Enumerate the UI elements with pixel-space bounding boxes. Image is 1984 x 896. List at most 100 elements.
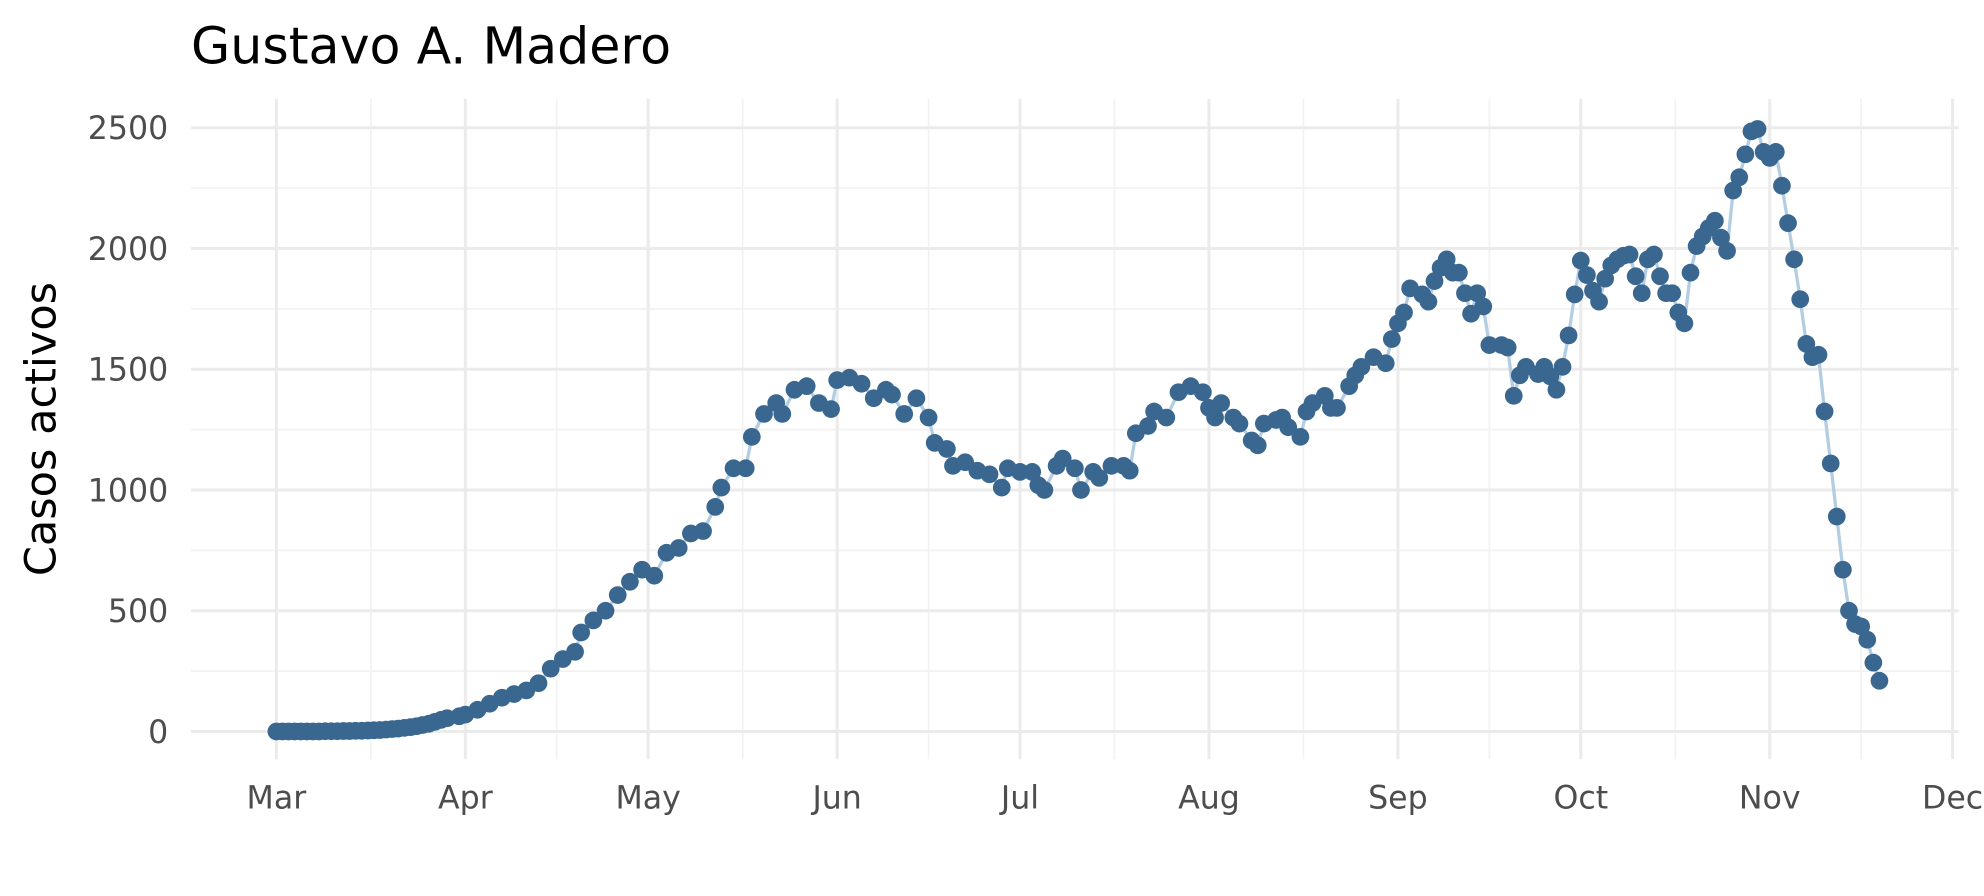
chart-title: Gustavo A. Madero [191, 16, 671, 75]
data-point [1212, 394, 1231, 412]
x-tick-label: Jul [999, 781, 1039, 817]
data-point [1474, 297, 1493, 316]
data-point [1120, 461, 1139, 480]
data-point [736, 459, 755, 478]
data-point [1023, 463, 1042, 481]
data-point [1791, 290, 1810, 309]
data-point [1352, 357, 1371, 376]
x-tick-label: Nov [1739, 781, 1801, 817]
marks [267, 120, 1889, 741]
data-point [1157, 408, 1176, 427]
data-point [1395, 303, 1413, 322]
y-tick-label: 2000 [88, 232, 168, 268]
data-point [621, 572, 639, 591]
y-tick-label: 2500 [88, 111, 168, 147]
x-tick-label: Jun [810, 781, 861, 817]
data-point [1815, 402, 1834, 421]
data-point [1011, 463, 1029, 481]
data-point [1651, 267, 1669, 286]
data-point [1590, 292, 1608, 311]
data-point [1382, 330, 1401, 348]
y-tick-label: 1000 [88, 473, 168, 509]
data-point [1632, 284, 1651, 303]
data-point [1827, 507, 1846, 526]
data-point [1035, 481, 1054, 499]
x-tick-label: Aug [1178, 781, 1240, 817]
data-point [1547, 380, 1566, 399]
data-point [1645, 245, 1663, 264]
data-point [694, 522, 712, 540]
data-point [1718, 242, 1736, 260]
data-point [1730, 168, 1749, 187]
data-point [669, 539, 688, 557]
data-point [1139, 417, 1157, 435]
y-axis-title: Casos activos [17, 282, 67, 576]
data-point [572, 623, 591, 642]
data-point [755, 405, 773, 423]
grid [191, 98, 1959, 760]
y-tick-label: 0 [148, 715, 168, 751]
data-point [1712, 228, 1730, 247]
data-point [1456, 284, 1474, 303]
data-point [1437, 250, 1456, 269]
x-tick-label: Mar [247, 781, 307, 817]
data-point [1779, 214, 1797, 233]
data-point [822, 400, 840, 418]
data-point [883, 385, 901, 404]
x-tick-label: May [616, 781, 681, 817]
data-point [1681, 263, 1700, 282]
data-point [1419, 292, 1438, 311]
data-point [1834, 560, 1852, 579]
data-point [980, 465, 999, 484]
data-point [1785, 250, 1803, 269]
data-point [1706, 211, 1724, 230]
data-point [1248, 436, 1267, 455]
data-point [596, 601, 615, 620]
data-point [1766, 143, 1785, 161]
y-tick-label: 1500 [88, 353, 168, 389]
data-point [1578, 266, 1596, 284]
data-point [1279, 418, 1298, 437]
data-point [1675, 314, 1694, 333]
data-point [1596, 269, 1615, 288]
data-point [1559, 326, 1578, 345]
data-point [907, 389, 926, 408]
x-tick-label: Oct [1553, 781, 1608, 817]
data-point [1620, 245, 1639, 264]
data-point [608, 586, 627, 604]
data-point [541, 659, 560, 678]
data-point [1870, 671, 1889, 690]
data-point [1328, 399, 1346, 417]
data-point [1376, 354, 1395, 373]
data-point [1480, 336, 1499, 354]
data-point [566, 642, 584, 661]
y-tick-label: 500 [108, 594, 168, 630]
data-point [529, 674, 548, 693]
data-point [1821, 454, 1840, 473]
data-point [1858, 630, 1877, 649]
data-point [1736, 145, 1755, 164]
data-point [852, 374, 871, 393]
data-point [1072, 481, 1090, 499]
data-point [773, 405, 792, 423]
data-point [1504, 386, 1523, 405]
data-point [1864, 653, 1883, 672]
data-point [1291, 428, 1310, 446]
data-point [1840, 601, 1858, 620]
x-tick-label: Dec [1922, 781, 1983, 817]
data-point [712, 478, 731, 497]
data-point [1230, 414, 1249, 433]
data-point [895, 405, 914, 423]
data-point [1053, 449, 1072, 468]
data-point [1468, 284, 1487, 303]
data-point [992, 478, 1011, 497]
data-point [645, 566, 664, 585]
data-point [1724, 181, 1743, 200]
data-point [1066, 459, 1084, 478]
data-point [1102, 456, 1121, 475]
data-point [1194, 383, 1212, 402]
x-tick-label: Apr [438, 781, 493, 817]
data-point [1541, 367, 1560, 386]
data-point [1206, 408, 1224, 427]
